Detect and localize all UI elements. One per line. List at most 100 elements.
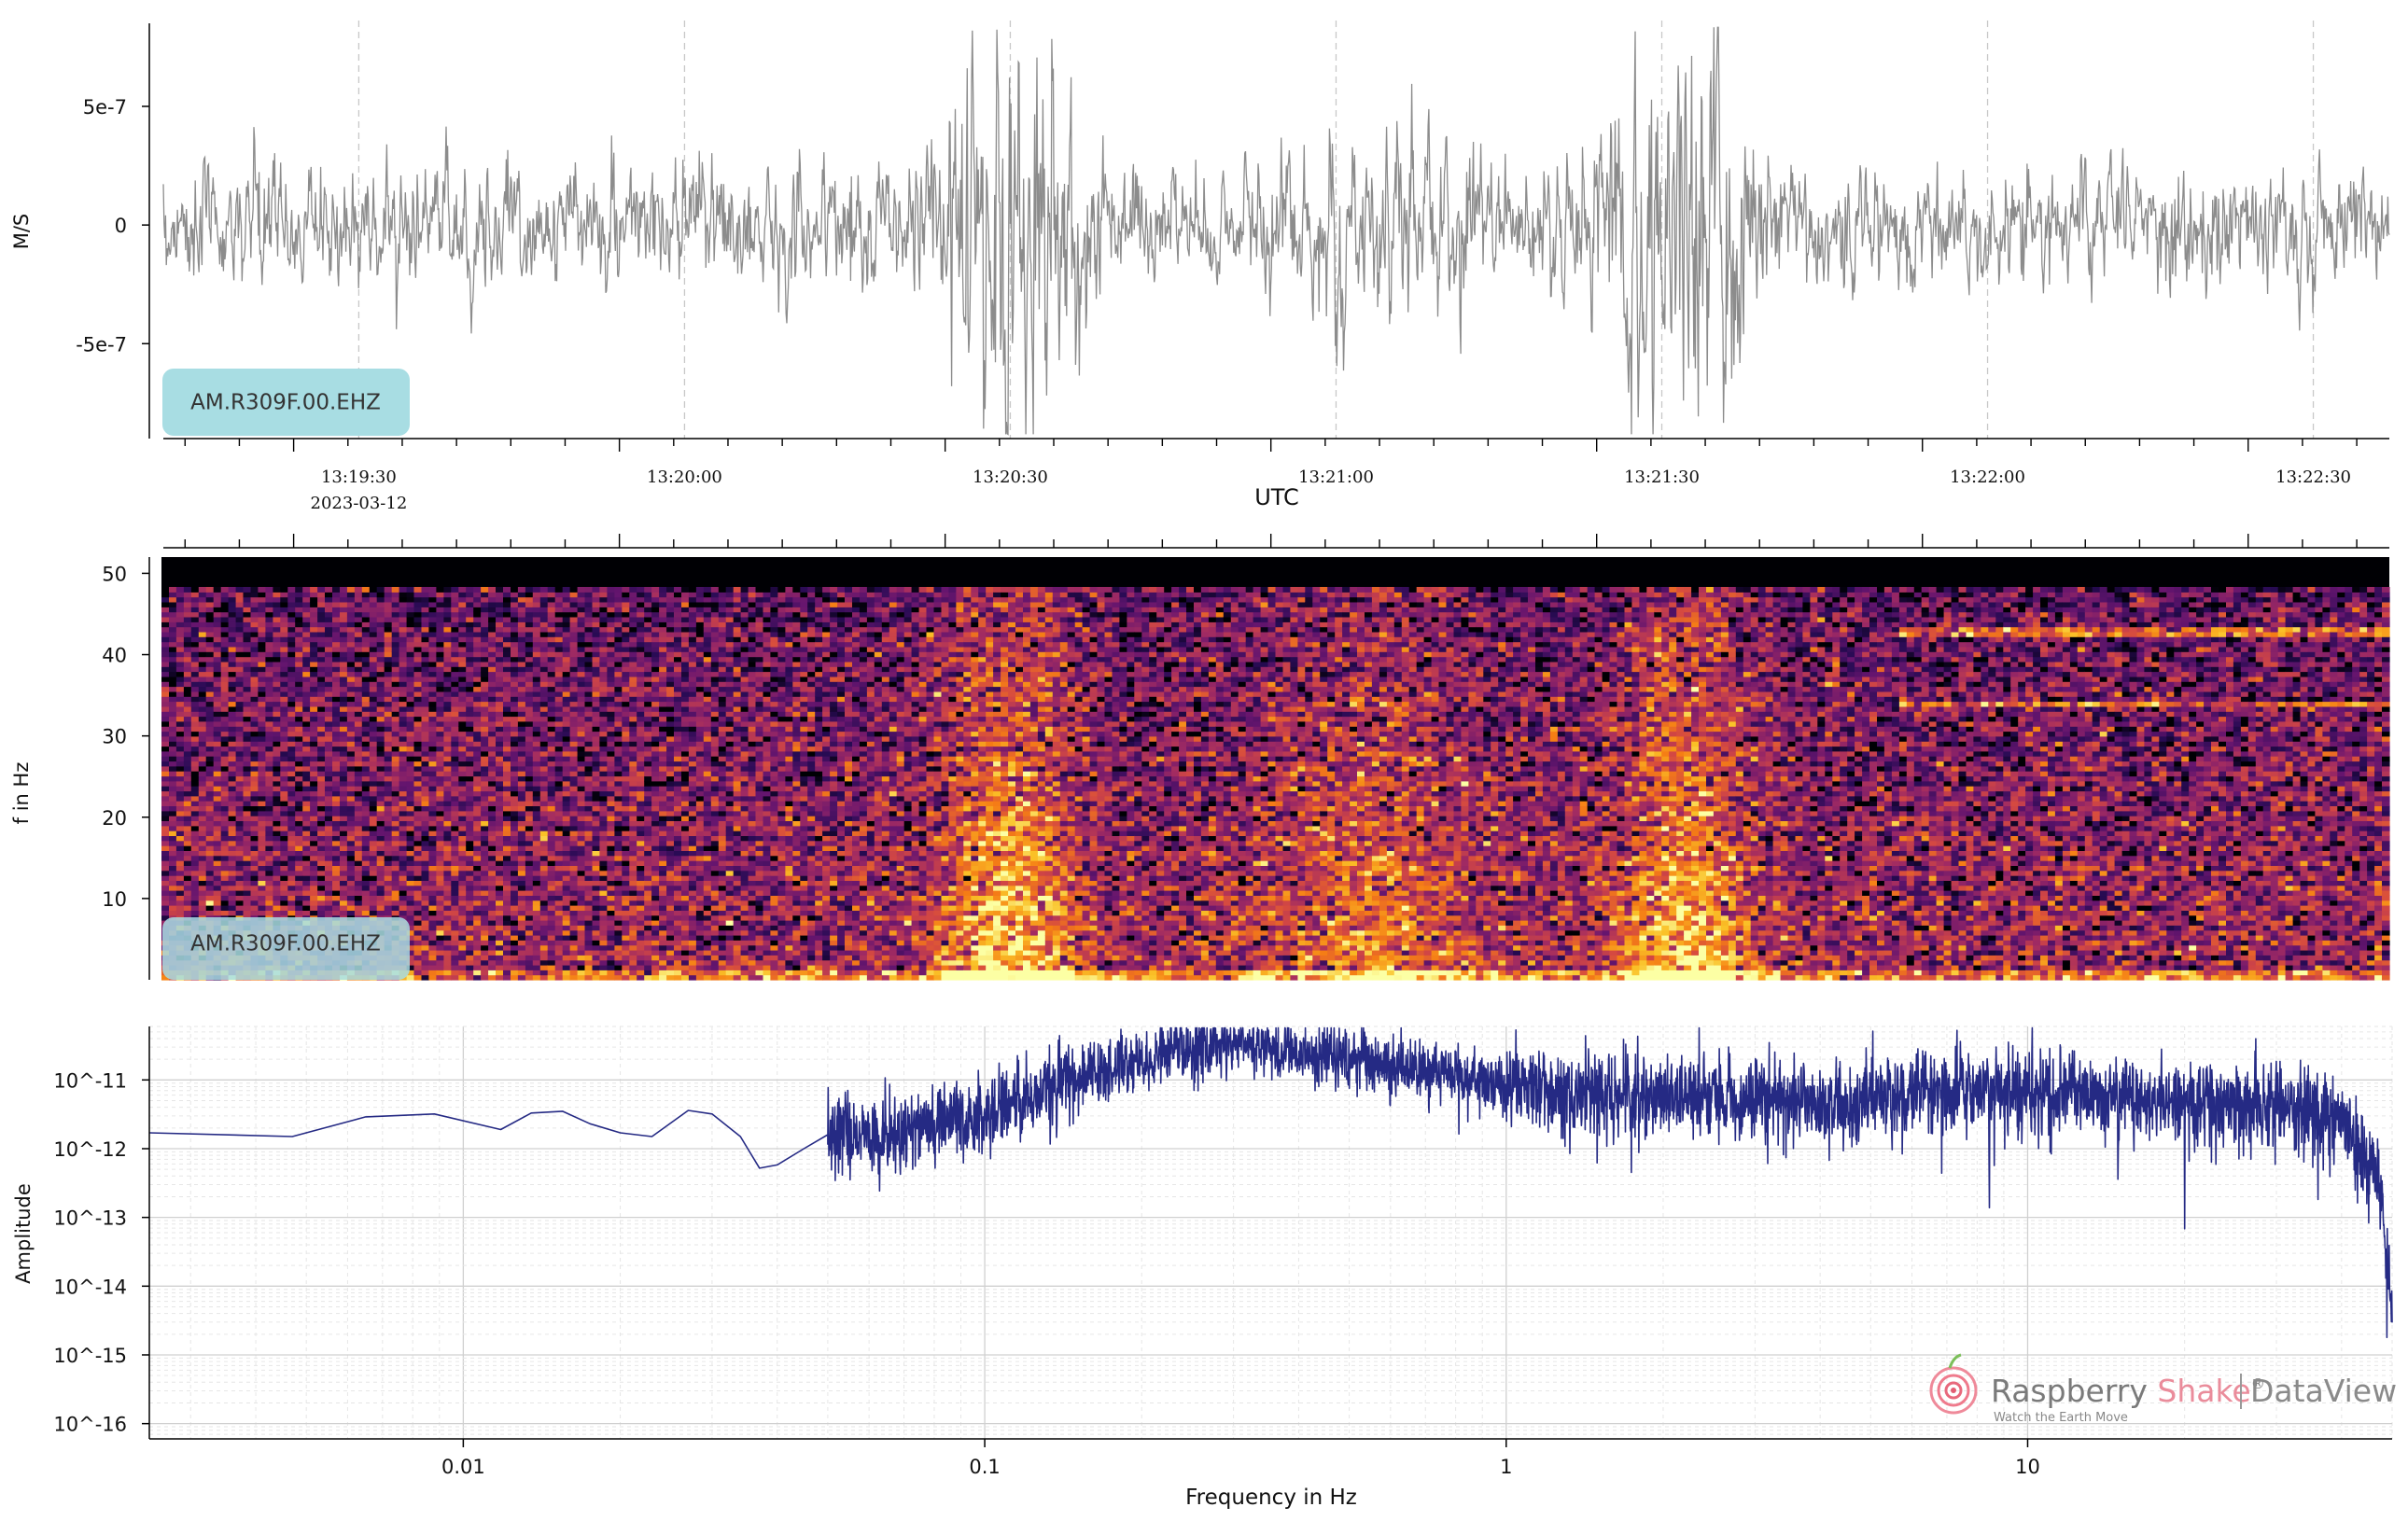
spectrogram-cell <box>511 910 519 915</box>
spectrogram-cell <box>251 811 259 816</box>
spectrogram-cell <box>511 850 519 856</box>
spectrogram-cell <box>385 736 393 742</box>
spectrogram-cell <box>540 657 549 663</box>
spectrogram-cell <box>466 702 474 707</box>
spectrogram-cell <box>599 761 608 767</box>
spectrogram-cell <box>206 830 215 836</box>
spectrogram-cell <box>540 621 549 627</box>
spectrogram-cell <box>578 687 586 692</box>
spectrogram-cell <box>451 910 459 915</box>
spectrogram-cell <box>585 672 594 677</box>
spectrogram-cell <box>525 702 534 707</box>
spectrogram-cell <box>295 607 303 612</box>
spectrogram-cell <box>533 751 541 757</box>
spectrogram-cell <box>325 632 333 637</box>
spectrogram-cell <box>607 696 615 702</box>
spectrogram-cell <box>422 865 430 871</box>
spectrogram-cell <box>428 835 437 841</box>
spectrogram-cell <box>518 651 526 657</box>
spectrogram-cell <box>407 895 415 900</box>
spectrogram-cell <box>563 955 571 960</box>
spectrogram-cell <box>295 830 303 836</box>
spectrogram-cell <box>184 801 192 806</box>
spectrogram-cell <box>422 766 430 772</box>
spectrogram-cell <box>599 945 608 951</box>
spectrogram-cell <box>451 597 459 603</box>
spectrogram-cell <box>599 886 608 891</box>
spectrogram-cell <box>593 830 601 836</box>
spectrogram-cell <box>518 621 526 627</box>
spectrogram-cell <box>214 681 222 687</box>
spectrogram-cell <box>607 806 615 812</box>
spectrogram-cell <box>244 826 252 831</box>
spectrogram-cell <box>385 865 393 871</box>
spectrogram-cell <box>191 806 200 812</box>
waveform-x-tick-label: 13:22:00 <box>1950 467 2025 487</box>
spectrogram-cell <box>340 612 348 618</box>
spectrogram-cell <box>518 706 526 712</box>
spectrogram-cell <box>258 592 266 597</box>
spectrogram-cell <box>585 801 594 806</box>
spectrogram-cell <box>503 732 511 737</box>
spectrogram-cell <box>518 681 526 687</box>
spectrogram-cell <box>199 617 207 622</box>
spectrogram-cell <box>407 830 415 836</box>
spectrogram-cell <box>525 781 534 787</box>
spectrogram-cell <box>251 597 259 603</box>
spectrogram-cell <box>340 721 348 727</box>
spectrogram-cell <box>317 905 326 911</box>
spectrogram-cell <box>161 895 170 900</box>
spectrogram-cell <box>161 841 170 846</box>
spectrogram-cell <box>325 592 333 597</box>
spectrogram-cell <box>473 621 482 627</box>
spectrogram-cell <box>511 841 519 846</box>
spectrogram-cell <box>422 706 430 712</box>
spectrogram-cell <box>355 890 363 896</box>
spectrogram-cell <box>229 696 237 702</box>
spectrogram-cell <box>593 747 601 752</box>
spectrogram-cell <box>533 607 541 612</box>
spectrogram-cell <box>244 796 252 802</box>
spectrogram-cell <box>473 702 482 707</box>
spectrogram-cell <box>191 821 200 827</box>
spectrogram-cell <box>370 751 378 757</box>
spectrogram-cell <box>184 871 192 876</box>
spectrogram-cell <box>302 845 311 851</box>
spectrogram-cell <box>258 736 266 742</box>
spectrogram-cell <box>414 781 423 787</box>
spectrogram-cell <box>458 647 467 652</box>
spectrogram-cell <box>258 617 266 622</box>
spectrogram-cell <box>191 761 200 767</box>
spectrogram-cell <box>295 602 303 607</box>
spectrogram-cell <box>458 662 467 667</box>
spectrogram-cell <box>273 791 281 797</box>
spectrogram-cell <box>518 806 526 812</box>
spectrogram-cell <box>399 592 408 597</box>
spectrogram-cell <box>593 721 601 727</box>
spectrogram-cell <box>265 666 273 672</box>
spectrogram-cell <box>214 875 222 881</box>
spectrogram-cell <box>161 736 170 742</box>
spectrogram-cell <box>214 651 222 657</box>
spectrogram-cell <box>488 830 497 836</box>
spectrogram-cell <box>355 672 363 677</box>
spectrogram-cell <box>229 636 237 642</box>
spectrogram-cell <box>251 886 259 891</box>
spectrogram-cell <box>407 801 415 806</box>
spectrogram-cell <box>488 592 497 597</box>
spectrogram-cell <box>436 875 444 881</box>
spectrogram-cell <box>436 706 444 712</box>
spectrogram-cell <box>332 821 341 827</box>
spectrogram-cell <box>302 642 311 648</box>
spectrogram-cell <box>533 666 541 672</box>
spectrogram-cell <box>265 592 273 597</box>
spectrogram-cell <box>184 816 192 821</box>
spectrogram-cell <box>325 642 333 648</box>
spectrogram-cell <box>585 856 594 861</box>
spectrogram-cell <box>221 826 230 831</box>
spectrogram-cell <box>451 935 459 941</box>
spectrogram-cell <box>199 721 207 727</box>
spectrogram-cell <box>548 965 556 970</box>
spectrogram-cell <box>496 841 504 846</box>
spectrogram-cell <box>355 756 363 761</box>
